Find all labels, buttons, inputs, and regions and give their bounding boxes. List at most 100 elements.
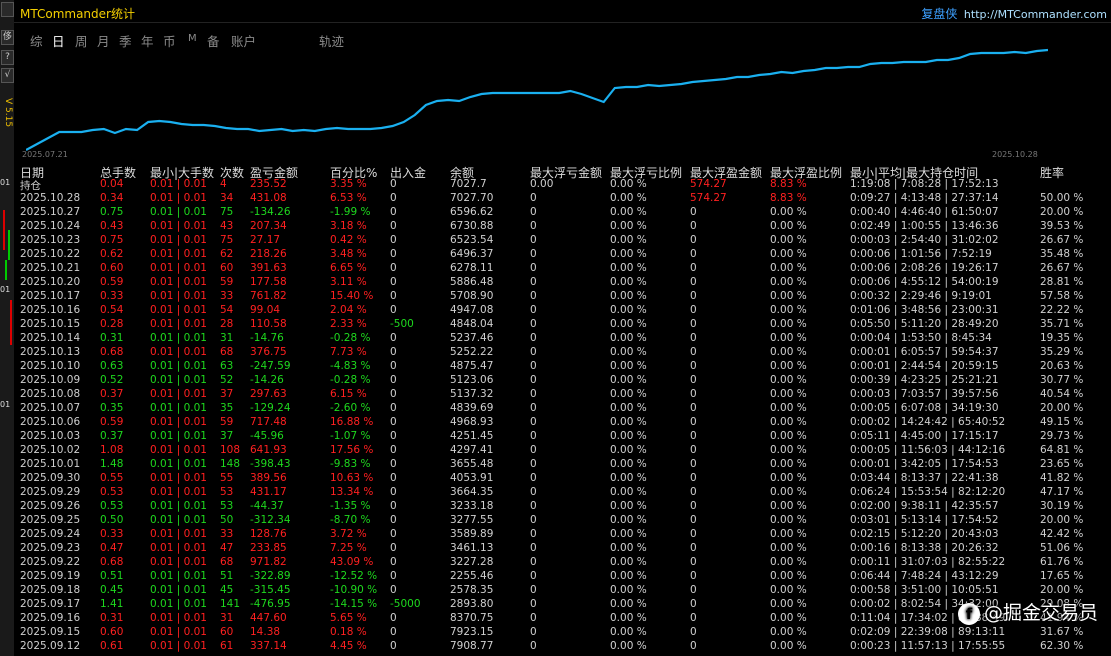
- lot-range-cell: 0.01 | 0.01: [150, 528, 207, 540]
- column-header-max-dd-ratio[interactable]: 最大浮亏比例: [610, 166, 683, 180]
- table-row[interactable]: 2025.10.28 0.34 0.01 | 0.01 34 431.08 6.53 % 0…: [14, 192, 1111, 206]
- max-fp-amount-cell: 0: [690, 472, 697, 484]
- table-row[interactable]: 2025.09.23 0.47 0.01 | 0.01 47 233.85 7.25 % 0…: [14, 542, 1111, 556]
- table-row[interactable]: 2025.09.30 0.55 0.01 | 0.01 55 389.56 10.63 %…: [14, 472, 1111, 486]
- tab-notes[interactable]: 备: [207, 34, 220, 49]
- pnl-cell: 431.08: [250, 192, 287, 204]
- pnl-cell: -476.95: [250, 598, 291, 610]
- tab-daily[interactable]: 日: [52, 34, 65, 49]
- percent-cell: -0.28 %: [330, 374, 371, 386]
- count-cell: 31: [220, 332, 234, 344]
- table-row[interactable]: 2025.10.14 0.31 0.01 | 0.01 31 -14.76 -0.28 %…: [14, 332, 1111, 346]
- lot-range-cell: 0.01 | 0.01: [150, 360, 207, 372]
- tab-weekly[interactable]: 周: [75, 34, 88, 49]
- check-button[interactable]: √: [1, 68, 14, 83]
- tab-account[interactable]: 账户: [231, 34, 257, 49]
- table-row[interactable]: 2025.10.27 0.75 0.01 | 0.01 75 -134.26 -1.99 …: [14, 206, 1111, 220]
- percent-cell: 6.65 %: [330, 262, 367, 274]
- table-row[interactable]: 2025.10.08 0.37 0.01 | 0.01 37 297.63 6.15 % 0…: [14, 388, 1111, 402]
- table-row[interactable]: 2025.10.16 0.54 0.01 | 0.01 54 99.04 2.04 % 0 4…: [14, 304, 1111, 318]
- date-cell: 2025.09.12: [20, 640, 81, 652]
- max-dd-ratio-cell: 0.00 %: [610, 178, 647, 190]
- deposit-cell: 0: [390, 304, 397, 316]
- table-row[interactable]: 2025.10.06 0.59 0.01 | 0.01 59 717.48 16.88 %…: [14, 416, 1111, 430]
- platform-logo-icon: f: [958, 602, 980, 625]
- winrate-cell: 57.58 %: [1040, 290, 1084, 302]
- percent-cell: -2.60 %: [330, 402, 371, 414]
- equity-chart: [26, 48, 1048, 151]
- column-header-lot-range[interactable]: 最小|大手数: [150, 166, 215, 180]
- max-dd-amount-cell: 0: [530, 570, 537, 582]
- table-row[interactable]: 2025.09.29 0.53 0.01 | 0.01 53 431.17 13.34 %…: [14, 486, 1111, 500]
- max-dd-amount-cell: 0: [530, 486, 537, 498]
- table-row[interactable]: 2025.09.19 0.51 0.01 | 0.01 51 -322.89 -12.52…: [14, 570, 1111, 584]
- tab-monthly[interactable]: 月: [97, 34, 110, 49]
- hold-time-cell: 0:02:09 | 22:39:08 | 89:13:11: [850, 626, 1006, 638]
- table-row[interactable]: 2025.10.21 0.60 0.01 | 0.01 60 391.63 6.65 % 0…: [14, 262, 1111, 276]
- column-header-date[interactable]: 日期: [20, 166, 45, 180]
- column-header-max-dd-amount[interactable]: 最大浮亏金额: [530, 166, 603, 180]
- max-dd-amount-cell: 0: [530, 430, 537, 442]
- open-positions-row[interactable]: 持仓 0.04 0.01 | 0.01 4 235.52 3.35 % 0 7027.7 0.0…: [14, 178, 1111, 192]
- column-header-count[interactable]: 次数: [220, 166, 245, 180]
- table-row[interactable]: 2025.10.07 0.35 0.01 | 0.01 35 -129.24 -2.60 …: [14, 402, 1111, 416]
- tab-overview[interactable]: 综: [30, 34, 43, 49]
- winrate-cell: 23.65 %: [1040, 458, 1084, 470]
- count-cell: 33: [220, 290, 234, 302]
- column-header-deposit[interactable]: 出入金: [390, 166, 427, 180]
- date-cell: 2025.10.16: [20, 304, 81, 316]
- tab-trajectory[interactable]: 轨迹: [319, 34, 345, 49]
- table-row[interactable]: 2025.09.15 0.60 0.01 | 0.01 60 14.38 0.18 % 0 7…: [14, 626, 1111, 640]
- table-row[interactable]: 2025.10.10 0.63 0.01 | 0.01 63 -247.59 -4.83 …: [14, 360, 1111, 374]
- table-row[interactable]: 2025.10.22 0.62 0.01 | 0.01 62 218.26 3.48 % 0…: [14, 248, 1111, 262]
- winrate-cell: 50.00 %: [1040, 192, 1084, 204]
- help-button[interactable]: ?: [1, 50, 14, 65]
- column-header-max-fp-amount[interactable]: 最大浮盈金额: [690, 166, 763, 180]
- table-row[interactable]: 2025.09.26 0.53 0.01 | 0.01 53 -44.37 -1.35 %…: [14, 500, 1111, 514]
- column-header-lots[interactable]: 总手数: [100, 166, 137, 180]
- max-dd-amount-cell: 0: [530, 234, 537, 246]
- balance-cell: 5123.06: [450, 374, 494, 386]
- table-row[interactable]: 2025.10.15 0.28 0.01 | 0.01 28 110.58 2.33 % -…: [14, 318, 1111, 332]
- table-row[interactable]: 2025.10.24 0.43 0.01 | 0.01 43 207.34 3.18 % 0…: [14, 220, 1111, 234]
- table-row[interactable]: 2025.10.02 1.08 0.01 | 0.01 108 641.93 17.56 …: [14, 444, 1111, 458]
- column-header-hold-time[interactable]: 最小|平均|最大持仓时间: [850, 166, 979, 180]
- column-header-balance[interactable]: 余额: [450, 166, 475, 180]
- table-row[interactable]: 2025.10.23 0.75 0.01 | 0.01 75 27.17 0.42 % 0 6…: [14, 234, 1111, 248]
- tab-yearly[interactable]: 年: [141, 34, 154, 49]
- column-header-max-fp-ratio[interactable]: 最大浮盈比例: [770, 166, 843, 180]
- max-dd-ratio-cell: 0.00 %: [610, 444, 647, 456]
- tab-quarterly[interactable]: 季: [119, 34, 132, 49]
- hold-time-cell: 0:09:27 | 4:13:48 | 27:37:14: [850, 192, 999, 204]
- table-row[interactable]: 2025.10.09 0.52 0.01 | 0.01 52 -14.26 -0.28 %…: [14, 374, 1111, 388]
- count-cell: 59: [220, 276, 234, 288]
- table-row[interactable]: 2025.10.20 0.59 0.01 | 0.01 59 177.58 3.11 % 0…: [14, 276, 1111, 290]
- lots-cell: 0.68: [100, 346, 124, 358]
- toolbar-button[interactable]: 侈: [1, 30, 14, 45]
- table-row[interactable]: 2025.09.17 1.41 0.01 | 0.01 141 -476.95 -14.1…: [14, 598, 1111, 612]
- percent-cell: 6.53 %: [330, 192, 367, 204]
- percent-cell: 3.11 %: [330, 276, 367, 288]
- table-row[interactable]: 2025.09.24 0.33 0.01 | 0.01 33 128.76 3.72 % 0…: [14, 528, 1111, 542]
- table-row[interactable]: 2025.10.03 0.37 0.01 | 0.01 37 -45.96 -1.07 %…: [14, 430, 1111, 444]
- max-fp-ratio-cell: 0.00 %: [770, 276, 807, 288]
- table-row[interactable]: 2025.09.12 0.61 0.01 | 0.01 61 337.14 4.45 % 0…: [14, 640, 1111, 654]
- hold-time-cell: 0:00:06 | 2:08:26 | 19:26:17: [850, 262, 999, 274]
- toolbar-button[interactable]: [1, 2, 14, 17]
- table-row[interactable]: 2025.10.13 0.68 0.01 | 0.01 68 376.75 7.73 % 0…: [14, 346, 1111, 360]
- table-row[interactable]: 2025.09.22 0.68 0.01 | 0.01 68 971.82 43.09 %…: [14, 556, 1111, 570]
- max-dd-amount-cell: 0: [530, 360, 537, 372]
- count-cell: 37: [220, 430, 234, 442]
- brand-link[interactable]: 复盘侠 http://MTCommander.com: [921, 5, 1107, 22]
- table-row[interactable]: 2025.09.18 0.45 0.01 | 0.01 45 -315.45 -10.90…: [14, 584, 1111, 598]
- column-header-winrate[interactable]: 胜率: [1040, 166, 1065, 180]
- table-row[interactable]: 2025.09.25 0.50 0.01 | 0.01 50 -312.34 -8.70 …: [14, 514, 1111, 528]
- table-row[interactable]: 2025.10.17 0.33 0.01 | 0.01 33 761.82 15.40 %…: [14, 290, 1111, 304]
- column-header-pnl[interactable]: 盈亏金额: [250, 166, 299, 180]
- column-header-percent[interactable]: 百分比%: [330, 166, 378, 180]
- table-row[interactable]: 2025.09.16 0.31 0.01 | 0.01 31 447.60 5.65 % 0…: [14, 612, 1111, 626]
- tab-currency[interactable]: 币: [163, 34, 176, 49]
- tab-magic[interactable]: M: [188, 33, 197, 44]
- table-row[interactable]: 2025.10.01 1.48 0.01 | 0.01 148 -398.43 -9.83…: [14, 458, 1111, 472]
- lot-range-cell: 0.01 | 0.01: [150, 500, 207, 512]
